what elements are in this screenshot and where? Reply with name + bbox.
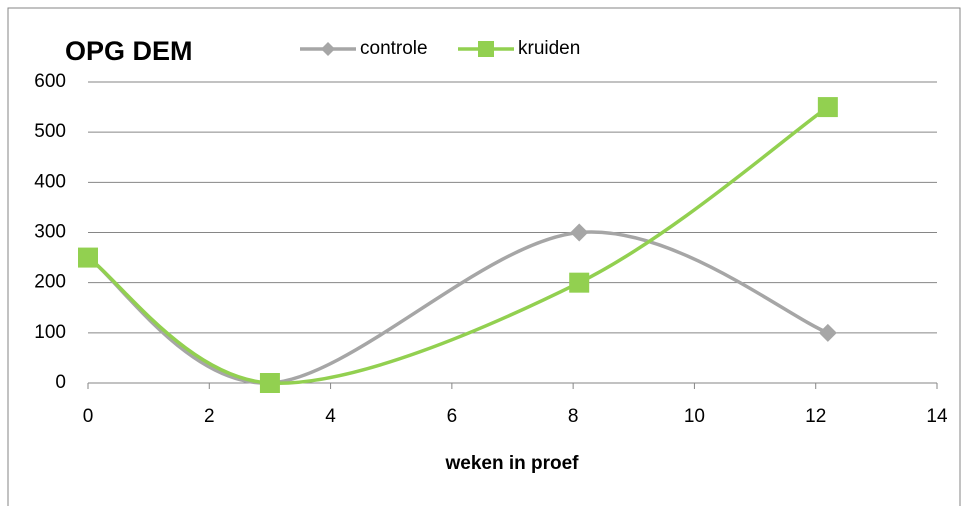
x-tick-label: 4 — [325, 406, 336, 427]
series-line — [86, 230, 829, 385]
chart-frame — [7, 7, 961, 506]
x-tick-label: 12 — [805, 406, 826, 427]
marker — [78, 247, 98, 268]
x-tick-label: 6 — [447, 406, 458, 427]
legend-label: kruiden — [518, 38, 580, 59]
chart-title: OPG DEM — [65, 36, 193, 66]
y-tick-label: 600 — [34, 71, 66, 92]
legend-marker — [321, 42, 335, 56]
marker — [259, 373, 280, 393]
y-tick-label: 400 — [34, 171, 66, 192]
y-tick-label: 0 — [55, 372, 66, 393]
y-tick-label: 200 — [34, 272, 66, 293]
legend-marker — [478, 41, 494, 57]
legend-label: controle — [360, 38, 428, 59]
y-tick-label: 500 — [34, 121, 66, 142]
marker — [818, 323, 837, 342]
x-axis-label: weken in proef — [444, 453, 579, 474]
y-tick-label: 100 — [34, 322, 66, 343]
marker — [570, 223, 589, 242]
x-tick-label: 10 — [684, 406, 705, 427]
marker — [817, 97, 838, 118]
x-tick-label: 8 — [568, 406, 579, 427]
y-tick-label: 300 — [34, 222, 66, 243]
x-tick-label: 14 — [926, 406, 948, 427]
x-tick-label: 0 — [83, 406, 94, 427]
x-tick-label: 2 — [204, 406, 215, 427]
series-line — [87, 105, 829, 385]
marker — [569, 272, 590, 293]
